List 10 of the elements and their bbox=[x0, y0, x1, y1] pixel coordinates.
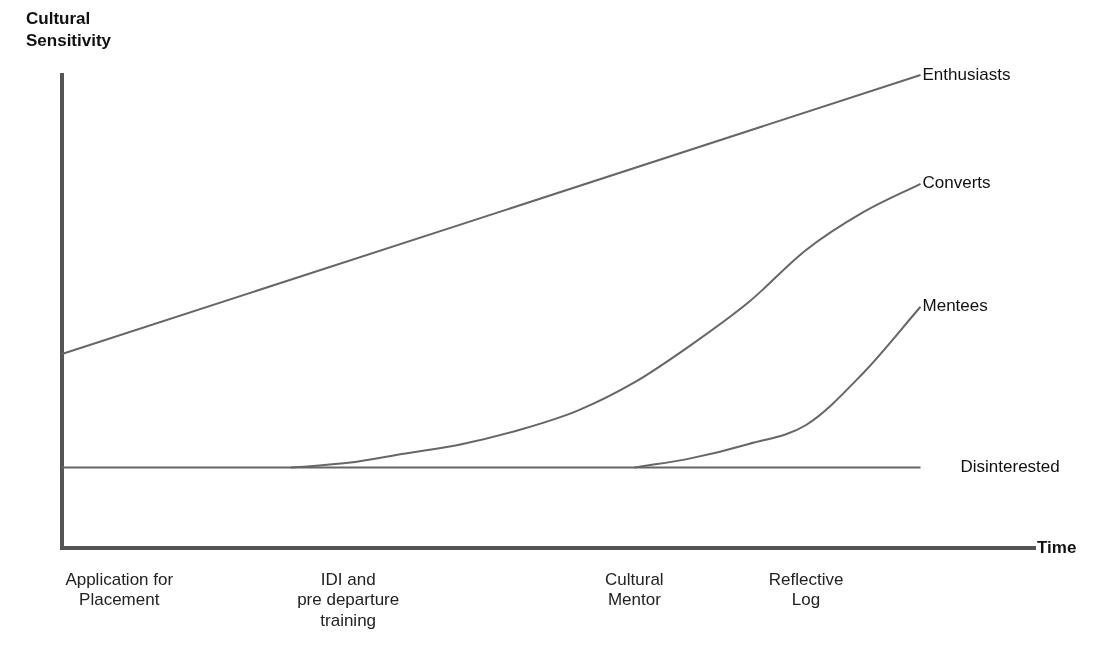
x-tick-label: Application for Placement bbox=[65, 569, 174, 610]
x-tick-label: IDI and pre departure training bbox=[297, 569, 400, 630]
x-axis-title: Time bbox=[1037, 537, 1077, 557]
text: Disinterested bbox=[960, 457, 1060, 477]
y-axis-title: Cultural Sensitivity bbox=[26, 9, 112, 50]
x-tick-label: Cultural Mentor bbox=[605, 569, 664, 610]
series-label: Enthusiasts bbox=[922, 64, 1011, 84]
series-label: Converts bbox=[922, 173, 991, 193]
x-tick-label: Reflective Log bbox=[768, 569, 844, 610]
series-label: Mentees bbox=[922, 296, 988, 316]
